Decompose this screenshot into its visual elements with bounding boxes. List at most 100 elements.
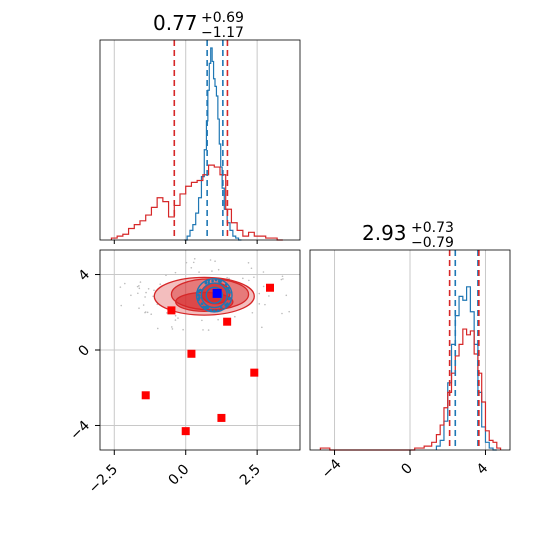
blue-sample-point — [202, 305, 205, 309]
blue-sample-point — [216, 309, 220, 312]
sample-point — [192, 261, 195, 264]
sample-point — [242, 277, 244, 280]
sample-point — [258, 292, 261, 295]
sample-point — [262, 271, 265, 273]
blue-histogram-series — [184, 47, 242, 241]
joint-x-tick-label: 2.5 — [237, 462, 264, 489]
sample-point — [258, 303, 261, 305]
blue-sample-point — [200, 302, 204, 306]
joint-y-tick-label: 0 — [76, 342, 94, 360]
x-marginal-panel: 0.77 +0.69 −1.17 — [99, 10, 301, 244]
sample-point — [153, 289, 155, 292]
joint-panel: −2.5 0.0 2.5 4 0 −4 — [67, 249, 301, 497]
blue-sample-point — [196, 290, 200, 294]
sample-point — [207, 329, 210, 331]
sample-point — [247, 262, 250, 264]
blue-sample-point — [220, 306, 223, 309]
sample-point — [159, 283, 162, 285]
sample-point — [156, 327, 159, 330]
sample-point — [280, 278, 283, 281]
blue-sample-point — [219, 280, 222, 283]
blue-histogram-series — [435, 286, 497, 451]
sample-point — [217, 318, 219, 321]
blue-sample-point — [227, 297, 231, 301]
sample-point — [138, 287, 141, 290]
red-square-marker — [217, 413, 226, 422]
y-marginal-title-median: 2.93 — [362, 221, 407, 245]
joint-x-tick-label: 0.0 — [165, 462, 192, 489]
blue-sample-point — [209, 308, 213, 312]
blue-sample-point — [225, 287, 228, 290]
joint-x-tick-label: −2.5 — [86, 462, 121, 497]
sample-point — [165, 274, 167, 277]
blue-sample-point — [207, 279, 211, 282]
sample-point — [152, 295, 154, 298]
sample-point — [142, 304, 145, 306]
blue-sample-point — [214, 278, 218, 282]
blue-density-contour — [200, 282, 228, 309]
sample-point — [250, 267, 253, 270]
sample-point — [253, 276, 255, 278]
blue-sample-point — [227, 290, 231, 294]
sample-point — [202, 329, 204, 331]
sample-point — [174, 314, 177, 317]
sample-point — [139, 281, 142, 283]
x-marginal-title-lower: −1.17 — [201, 25, 244, 41]
blue-density-contour — [205, 286, 223, 304]
sample-point — [166, 312, 168, 314]
sample-point — [234, 315, 236, 318]
blue-sample-point — [224, 283, 228, 286]
x-marginal-title-upper: +0.69 — [201, 10, 244, 26]
sample-point — [144, 311, 146, 314]
sample-point — [147, 287, 150, 290]
sample-point — [171, 328, 174, 330]
sample-point — [262, 285, 265, 288]
sample-point — [264, 303, 266, 306]
x-marginal-frame — [99, 39, 301, 241]
blue-sample-point — [207, 281, 210, 285]
sample-point — [170, 326, 173, 328]
y-marginal-tick-label: 4 — [474, 460, 492, 478]
sample-point — [182, 328, 184, 331]
blue-sample-point — [227, 286, 230, 290]
sample-point — [281, 312, 283, 315]
sample-point — [174, 319, 177, 321]
sample-point — [145, 291, 147, 294]
blue-sample-point — [197, 294, 201, 297]
sample-point — [136, 285, 139, 288]
blue-sample-point — [206, 306, 210, 310]
sample-point — [177, 317, 179, 319]
sample-point — [174, 271, 177, 274]
red-square-marker — [187, 349, 196, 358]
blue-sample-point — [211, 279, 214, 283]
y-marginal-panel: 2.93 +0.73 −0.79 −4 0 4 — [309, 220, 511, 482]
red-square-marker — [266, 283, 274, 292]
y-marginal-tick-label: 0 — [398, 460, 416, 478]
sample-point — [190, 267, 193, 269]
sample-point — [119, 286, 122, 288]
x-marginal-title-median: 0.77 — [153, 11, 198, 35]
sample-point — [146, 311, 149, 314]
red-square-marker — [250, 368, 259, 377]
sample-point — [193, 257, 196, 260]
sample-point — [226, 276, 228, 279]
red-square-marker — [167, 306, 176, 315]
sample-point — [185, 261, 188, 264]
blue-sample-point — [197, 298, 200, 302]
sample-point — [138, 285, 140, 287]
sample-point — [150, 313, 153, 316]
sample-point — [248, 279, 250, 282]
blue-sample-point — [213, 309, 216, 312]
sample-point — [144, 296, 146, 298]
red-square-marker — [223, 317, 232, 326]
y-marginal-title-upper: +0.73 — [411, 220, 454, 236]
sample-point — [251, 311, 254, 314]
red-square-marker — [141, 391, 150, 400]
joint-y-tick-label: 4 — [76, 267, 94, 285]
blue-square-marker — [212, 288, 222, 298]
sample-point — [211, 270, 213, 272]
joint-y-tick-label: −4 — [67, 418, 93, 444]
y-marginal-title-lower: −0.79 — [411, 235, 454, 251]
sample-point — [261, 326, 263, 329]
